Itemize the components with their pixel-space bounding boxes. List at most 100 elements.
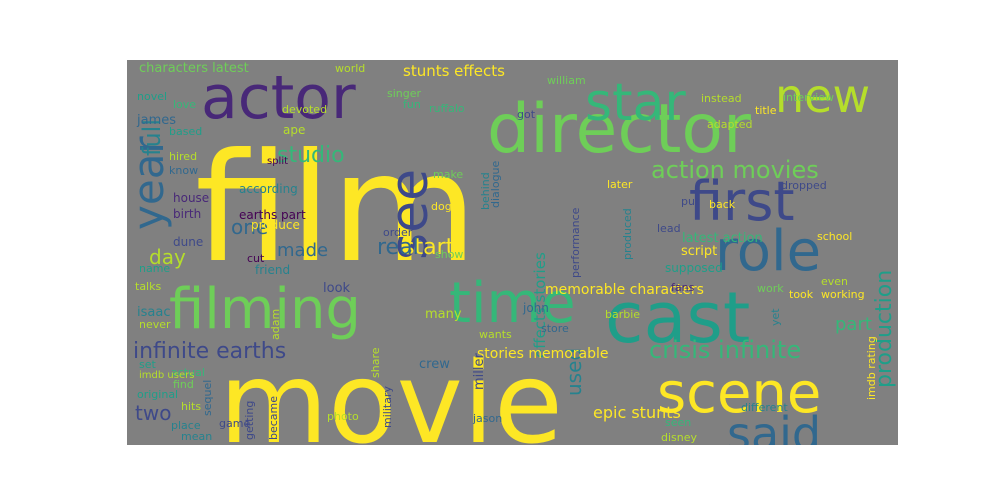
word-stories-memorable: stories memorable	[477, 346, 609, 362]
word-put: put	[681, 195, 700, 208]
word-cut: cut	[247, 252, 265, 265]
word-singer: singer	[387, 87, 422, 100]
word-based: based	[169, 125, 202, 138]
word-later: later	[607, 178, 633, 191]
word-jason: jason	[472, 412, 502, 425]
word-look: look	[323, 281, 351, 296]
word-world: world	[335, 62, 365, 75]
word-part: part	[835, 314, 872, 335]
word-split: split	[267, 156, 288, 167]
word-director: director	[487, 90, 751, 169]
word-took: took	[789, 288, 814, 301]
word-devoted: devoted	[282, 103, 327, 116]
word-store: store	[541, 322, 569, 335]
word-action-movies: action movies	[651, 156, 819, 184]
word-epic-stunts: epic stunts	[593, 403, 681, 422]
word-yet: yet	[769, 308, 782, 326]
word-production: production	[872, 270, 897, 388]
word-new: new	[775, 69, 870, 123]
word-see: see	[380, 169, 440, 260]
word-know: know	[169, 164, 198, 177]
word-star: star	[585, 73, 686, 133]
word-cloud: film movie director actor cast filming time sce…	[127, 60, 898, 445]
word-love: love	[173, 98, 196, 111]
word-military: military	[381, 386, 394, 428]
word-many: many	[425, 307, 462, 322]
word-imdb-users: imdb users	[139, 370, 194, 381]
word-dialogue: dialogue	[489, 160, 502, 208]
word-find: find	[173, 378, 194, 391]
word-disney: disney	[661, 431, 698, 444]
word-effects-stories: effects stories	[531, 252, 549, 358]
word-instead: instead	[701, 92, 742, 105]
word-birth: birth	[173, 207, 201, 221]
word-used: used	[562, 348, 586, 396]
word-stunts-effects: stunts effects	[403, 62, 505, 80]
word-crew: crew	[419, 357, 450, 372]
word-produced: produced	[621, 208, 634, 260]
word-dog: dog	[431, 200, 452, 213]
word-place: place	[171, 419, 201, 432]
word-interview: interview	[783, 91, 834, 104]
word-characters-latest: characters latest	[139, 61, 249, 76]
word-make: make	[433, 168, 463, 181]
word-wants: wants	[479, 328, 512, 341]
word-according: according	[239, 182, 298, 196]
word-game: game	[219, 417, 250, 430]
word-order: order	[383, 226, 413, 239]
word-full: full	[138, 119, 166, 156]
word-talks: talks	[135, 280, 161, 293]
word-william: william	[547, 74, 586, 87]
word-cloud-canvas: film movie director actor cast filming time sce…	[127, 60, 898, 445]
word-one: one	[231, 215, 268, 239]
word-got: got	[517, 108, 536, 121]
word-getting: getting	[243, 401, 256, 440]
word-infinite-earths: infinite earths	[133, 339, 286, 364]
word-film: film	[195, 122, 477, 296]
word-time: time	[449, 271, 576, 336]
word-memorable-characters: memorable characters	[545, 282, 704, 298]
word-novel: novel	[137, 90, 167, 103]
word-barbie: barbie	[605, 308, 640, 321]
word-hits: hits	[181, 400, 201, 413]
word-james: james	[136, 113, 176, 128]
word-script: script	[681, 244, 717, 259]
word-sequel: sequel	[201, 380, 214, 416]
word-first: first	[689, 170, 795, 233]
word-latest-action: latest action	[682, 231, 763, 246]
word-adapted: adapted	[707, 118, 753, 131]
word-year: year	[127, 136, 173, 230]
word-fans: fans	[671, 281, 695, 294]
word-working: working	[821, 288, 865, 301]
word-studio: studio	[277, 143, 345, 168]
word-back: back	[709, 198, 736, 211]
word-fun: fun	[403, 98, 421, 111]
word-house: house	[173, 191, 209, 205]
word-isaac: isaac	[137, 305, 170, 320]
word-filming: filming	[169, 277, 361, 342]
word-hired: hired	[169, 150, 197, 163]
word-start: start	[403, 235, 455, 260]
word-produce: produce	[251, 218, 300, 232]
word-earths-part: earths part	[239, 208, 306, 222]
word-john: john	[522, 301, 549, 315]
word-made: made	[277, 240, 328, 261]
word-friend: friend	[255, 263, 290, 277]
word-title: title	[755, 104, 777, 117]
word-said: said	[727, 407, 821, 445]
word-cast: cast	[605, 277, 750, 359]
word-actor: actor	[201, 63, 356, 133]
word-even: even	[821, 275, 848, 288]
word-name: name	[139, 262, 170, 275]
word-different: different	[741, 401, 788, 414]
word-original: original	[137, 388, 178, 401]
word-day: day	[149, 245, 186, 269]
word-became: became	[267, 396, 280, 440]
word-dropped: dropped	[781, 179, 827, 192]
word-work: work	[757, 282, 784, 295]
word-photo: photo	[327, 410, 359, 423]
word-behind: behind	[479, 172, 492, 210]
word-share: share	[369, 347, 382, 378]
word-miller: miller	[472, 353, 487, 390]
word-school: school	[817, 230, 852, 243]
